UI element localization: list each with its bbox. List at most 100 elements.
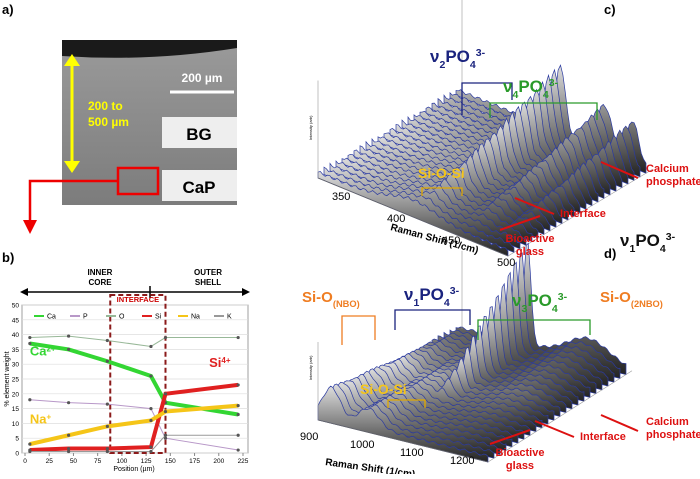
axis-tick-label: 450 <box>442 235 460 247</box>
red-arrow <box>28 179 118 222</box>
nu2-label-part: 2 <box>439 59 445 71</box>
nu3-label-part: 3- <box>558 291 568 303</box>
ion-main: Ca <box>30 343 47 358</box>
point <box>149 449 153 454</box>
interface-label: INTERFACE <box>117 295 160 304</box>
point <box>163 433 168 437</box>
label: Interface <box>580 431 626 443</box>
point <box>236 404 240 408</box>
region-text: OUTER <box>194 268 222 277</box>
panel-label: a) <box>2 2 14 17</box>
bracket <box>394 309 471 330</box>
label: phosphate <box>646 429 700 441</box>
nu2-label-part: 3- <box>476 47 486 59</box>
pointer <box>489 429 531 445</box>
point <box>149 407 153 411</box>
spectrum <box>317 171 509 257</box>
y-tick-label: 0 <box>15 451 19 458</box>
y-tick-label: 20 <box>12 391 20 398</box>
nbo-label: Si-O(NBO) <box>302 289 360 309</box>
point <box>105 338 109 343</box>
point <box>28 335 32 340</box>
nu3-label-part: PO <box>527 291 552 310</box>
legend-label: K <box>227 314 232 321</box>
x-tick-label: 100 <box>116 458 127 465</box>
panel-label: d) <box>604 246 616 261</box>
point <box>28 449 32 454</box>
pointer <box>514 197 555 215</box>
nu2-label: ν2PO43- <box>430 47 486 71</box>
nu1-label-part: 3- <box>666 231 676 243</box>
red-arrow-head <box>23 220 37 234</box>
label: Calcium <box>646 416 689 428</box>
bracket <box>421 187 463 196</box>
nbo2-label-part: Si-O <box>600 289 631 306</box>
spectrum <box>317 385 489 463</box>
pointer <box>499 215 541 231</box>
nu1-label-part: ν <box>620 231 629 250</box>
x-tick-label: 150 <box>165 458 176 465</box>
label: glass <box>506 460 534 472</box>
axis-tick-label: 900 <box>300 431 318 443</box>
y-tick-label: 30 <box>12 362 20 369</box>
nu3-label: ν3PO43- <box>512 291 568 315</box>
nu3-label-part: 4 <box>552 303 558 315</box>
label: Bioactive <box>496 447 545 459</box>
point <box>149 344 153 349</box>
ion-label: Si4+ <box>209 355 231 370</box>
nbo-label-part: (NBO) <box>333 299 360 309</box>
point <box>28 442 32 446</box>
point <box>236 335 240 340</box>
frame <box>487 370 633 463</box>
bracket <box>341 315 376 345</box>
bracket <box>489 102 598 120</box>
nbo-label-part: Si-O <box>302 289 333 306</box>
panel-label: c) <box>604 2 616 17</box>
y-tick-label: 15 <box>12 406 20 413</box>
nu3-label-part: 3 <box>521 303 527 315</box>
interface-box <box>109 294 167 454</box>
nu1-label-part: ν <box>404 285 413 304</box>
spectrum <box>335 380 507 452</box>
legend-label: Ca <box>47 314 56 321</box>
nu4-label-part: 4 <box>512 89 518 101</box>
nu4-label-part: PO <box>518 77 543 96</box>
point <box>163 392 168 396</box>
nu1-label-part: 4 <box>444 297 450 309</box>
point <box>67 449 71 454</box>
legend-label: Si <box>155 314 162 321</box>
spectrum <box>341 376 513 448</box>
frame <box>317 419 489 463</box>
pointer <box>600 161 639 179</box>
x-tick-label: 25 <box>46 458 54 465</box>
scale-text: 200 µm <box>182 71 223 85</box>
cap-box <box>162 170 237 201</box>
nu1-label-part: 1 <box>629 243 635 255</box>
point <box>149 418 153 423</box>
intensity-label: Intensity (arb) <box>308 115 313 140</box>
axis-tick-label: 350 <box>332 191 350 203</box>
ion-main: Na <box>30 411 47 426</box>
bg-box <box>162 117 237 148</box>
point <box>67 401 71 405</box>
series-line <box>29 399 239 451</box>
axis-tick-label: 1000 <box>350 439 374 451</box>
y-tick-label: 25 <box>12 377 20 384</box>
bg-label: BG <box>186 125 212 144</box>
ion-label: Na+ <box>30 411 52 426</box>
point <box>149 445 153 449</box>
nu4-label: ν4PO43- <box>503 77 559 101</box>
ion-sup: 4+ <box>221 356 230 365</box>
nu1-label: ν1PO43- <box>620 231 676 255</box>
x-axis-title: Position (µm) <box>113 466 154 473</box>
point <box>67 347 71 351</box>
y-tick-label: 35 <box>12 347 20 354</box>
x-tick-label: 0 <box>23 458 27 465</box>
point <box>67 334 71 338</box>
label: Interface <box>560 208 606 220</box>
nbo2-label-part: (2NBO) <box>631 299 663 309</box>
series-line <box>29 434 239 453</box>
bracket <box>387 399 426 408</box>
arrow-heads <box>64 54 80 173</box>
nu1-label-part: 3- <box>450 285 460 297</box>
